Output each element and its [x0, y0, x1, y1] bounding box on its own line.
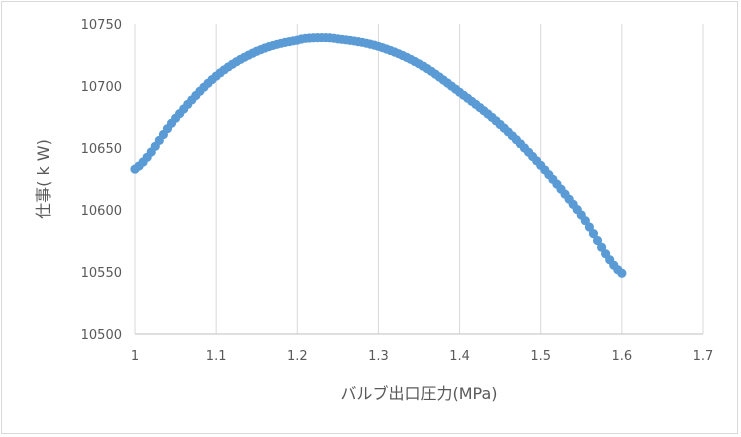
x-tick-labels: 1 1.1 1.2 1.3 1.4 1.5 1.6 1.7	[131, 349, 713, 364]
x-axis-title: バルブ出口圧力(MPa)	[340, 384, 497, 403]
x-tick-label: 1.5	[530, 349, 551, 364]
data-point	[592, 235, 603, 246]
data-points	[130, 32, 627, 278]
y-tick-label: 10700	[81, 80, 122, 95]
x-tick-label: 1.2	[287, 349, 308, 364]
x-tick-label: 1.3	[368, 349, 389, 364]
y-tick-label: 10550	[81, 266, 122, 281]
y-tick-label: 10600	[81, 204, 122, 219]
y-tick-label: 10650	[81, 142, 122, 157]
x-tick-label: 1.7	[693, 349, 714, 364]
x-tick-label: 1.4	[449, 349, 470, 364]
x-tick-label: 1.1	[206, 349, 227, 364]
x-tick-label: 1	[131, 349, 139, 364]
gridlines	[134, 24, 704, 334]
y-tick-label: 10500	[81, 328, 122, 343]
x-tick-label: 1.6	[612, 349, 633, 364]
data-point	[588, 229, 599, 239]
data-point	[617, 268, 627, 278]
y-axis-title: 仕事( k W)	[34, 139, 53, 219]
y-tick-label: 10750	[81, 18, 122, 33]
y-tick-labels: 10500 10550 10600 10650 10700 10750	[81, 18, 122, 343]
data-point	[584, 222, 595, 232]
